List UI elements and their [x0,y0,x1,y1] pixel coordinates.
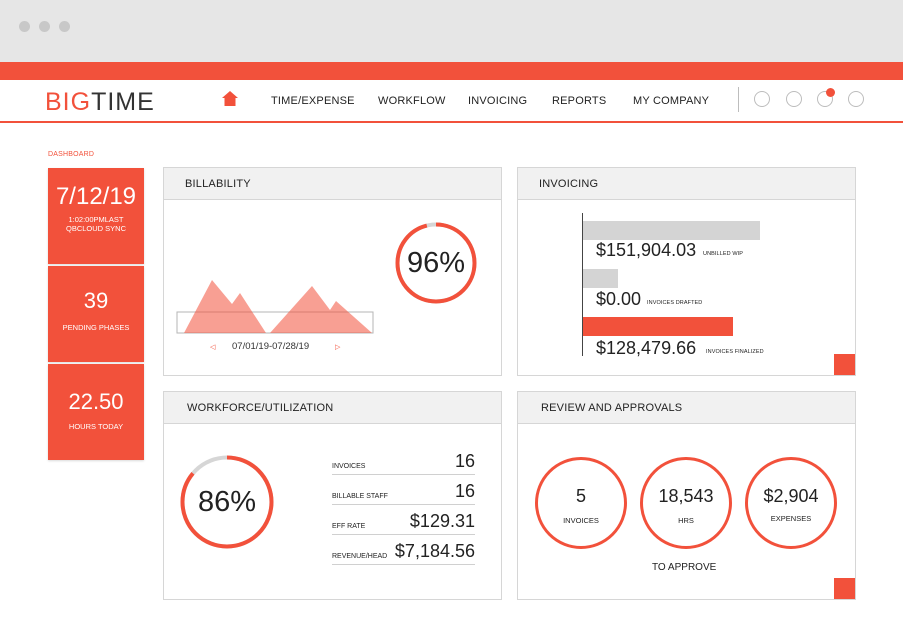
row-value: 16 [454,481,475,501]
breadcrumb[interactable]: DASHBOARD [48,151,95,158]
nav-my-company[interactable]: MY COMPANY [633,95,710,107]
approval-count: 5 [575,486,586,506]
approval-caption: EXPENSES [770,514,812,523]
nav-workflow[interactable]: WORKFLOW [378,95,446,107]
bar-invoices-finalized[interactable] [583,317,733,336]
logo-time: TIME [91,88,155,116]
corner-badge[interactable] [834,354,855,375]
row-value: $7,184.56 [394,541,475,561]
stat-value: 22.50 [68,389,124,414]
nav-reports[interactable]: REPORTS [552,95,607,107]
top-nav: BIGTIME TIME/EXPENSE WORKFLOW INVOICING … [0,80,903,123]
home-icon[interactable] [222,91,238,106]
approval-caption: HRS [678,516,694,525]
stat-value: 7/12/19 [55,183,137,210]
row-value: $129.31 [409,511,475,531]
card-title: BILLABILITY [164,168,501,200]
window-dot [39,21,50,32]
stat-last-sync[interactable]: 7/12/19 1:02:00PMLAST QBCLOUD SYNC [48,168,144,264]
window-dot [59,21,70,32]
notification-badge [826,88,835,97]
next-range-arrow[interactable]: ▷ [335,344,341,351]
row-label: INVOICES [332,463,366,470]
label-invoices-finalized: INVOICES FINALIZED [706,349,764,355]
stat-value: 39 [83,288,109,313]
top-accent-bar [0,62,903,80]
billability-card: BILLABILITY [163,167,502,376]
row-value: 16 [454,451,475,471]
date-range-label: 07/01/19-07/28/19 [232,341,310,352]
app-logo[interactable]: BIGTIME [45,89,155,115]
corner-badge[interactable] [834,578,855,599]
billability-mini-chart[interactable] [176,280,376,335]
bar-unbilled-wip[interactable] [583,221,760,240]
nav-circle-icon[interactable] [754,91,770,107]
row-label: REVENUE/HEAD [332,553,388,560]
approval-expenses[interactable]: $2,904 EXPENSES [745,457,837,549]
approval-count: $2,904 [763,486,819,506]
nav-invoicing[interactable]: INVOICING [468,95,528,107]
invoicing-axis [582,213,583,356]
amount-unbilled-wip: $151,904.03 [596,240,697,260]
stat-caption: HOURS TODAY [68,422,124,431]
workforce-row: INVOICES 16 [332,446,475,475]
workforce-row: EFF RATE $129.31 [332,506,475,535]
workforce-row: BILLABLE STAFF 16 [332,476,475,505]
card-title: WORKFORCE/UTILIZATION [164,392,501,424]
invoicing-card: INVOICING [517,167,856,376]
window-dot [19,21,30,32]
nav-divider [738,87,739,112]
prev-range-arrow[interactable]: ◁ [210,344,216,351]
card-title: REVIEW AND APPROVALS [518,392,855,424]
label-invoices-drafted: INVOICES DRAFTED [647,300,703,306]
row-label: EFF RATE [332,523,366,530]
card-title: INVOICING [518,168,855,200]
row-label: BILLABLE STAFF [332,493,388,500]
workforce-card: WORKFORCE/UTILIZATION [163,391,502,600]
approval-invoices[interactable]: 5 INVOICES [535,457,627,549]
label-unbilled-wip: UNBILLED WIP [703,251,744,257]
stat-caption: PENDING PHASES [62,323,130,332]
approval-count: 18,543 [658,486,714,506]
amount-invoices-drafted: $0.00 [596,289,642,309]
stat-pending-phases[interactable]: 39 PENDING PHASES [48,266,144,362]
nav-circle-icon[interactable] [848,91,864,107]
billability-gauge [395,222,477,304]
browser-chrome [0,0,903,62]
approval-hours[interactable]: 18,543 HRS [640,457,732,549]
bar-invoices-drafted[interactable] [583,269,618,288]
to-approve-label: TO APPROVE [652,562,717,573]
nav-circle-icon[interactable] [786,91,802,107]
stat-hours-today[interactable]: 22.50 HOURS TODAY [48,364,144,460]
approval-caption: INVOICES [563,516,599,525]
stat-caption: 1:02:00PMLAST QBCLOUD SYNC [65,215,126,233]
logo-big: BIG [45,88,92,116]
amount-invoices-finalized: $128,479.66 [596,338,697,358]
utilization-percent: 86% [197,486,257,518]
utilization-gauge [180,455,274,549]
nav-time-expense[interactable]: TIME/EXPENSE [271,95,355,107]
billability-percent: 96% [406,247,466,279]
workforce-row: REVENUE/HEAD $7,184.56 [332,536,475,565]
